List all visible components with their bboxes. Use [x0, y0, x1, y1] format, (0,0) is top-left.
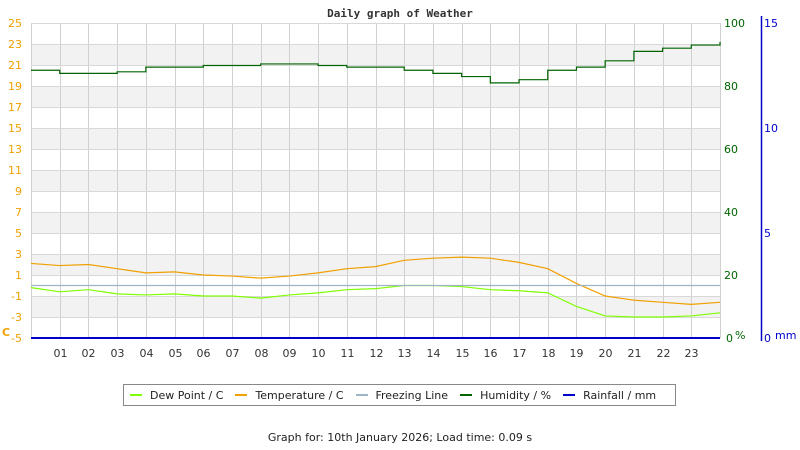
svg-text:13: 13: [398, 347, 412, 360]
right-axis-rainfall: 15 10 5 0: [760, 16, 778, 345]
chart-title: Daily graph of Weather: [327, 7, 473, 20]
svg-text:02: 02: [82, 347, 96, 360]
series-line: [31, 41, 721, 84]
svg-text:7: 7: [15, 206, 22, 219]
legend-label: Rainfall / mm: [583, 388, 657, 402]
legend-label: Temperature / C: [255, 388, 344, 402]
legend-item-temperature: Temperature / C: [235, 388, 344, 402]
svg-text:0: 0: [726, 332, 733, 345]
svg-text:20: 20: [599, 347, 613, 360]
plot-background-bands: [31, 23, 720, 338]
svg-text:10: 10: [312, 347, 326, 360]
svg-text:16: 16: [484, 347, 498, 360]
legend-item-humidity: Humidity / %: [460, 389, 551, 402]
right-axis-unit-label: %: [735, 329, 745, 342]
svg-text:17: 17: [513, 347, 527, 360]
right-axis-humidity: 100 80 60 40 20 0: [724, 17, 745, 345]
svg-text:15: 15: [456, 347, 470, 360]
svg-text:21: 21: [628, 347, 642, 360]
svg-text:11: 11: [341, 347, 355, 360]
svg-text:-5: -5: [11, 332, 22, 345]
svg-text:40: 40: [724, 206, 738, 219]
graph-footer: Graph for: 10th January 2026; Load time:…: [267, 431, 533, 444]
x-axis-hours: 01 02 03 04 05 06 07 08 09 10 11 12 13 14 15 16 17 18 19 20…: [54, 347, 699, 360]
legend-label: Humidity / %: [480, 388, 552, 402]
svg-text:17: 17: [8, 101, 22, 114]
svg-text:23: 23: [8, 38, 22, 51]
legend-item-freezing-line: Freezing Line: [355, 388, 449, 402]
weather-chart: Daily graph of Weather 25232119171513119…: [2, 7, 796, 360]
svg-text:5: 5: [764, 227, 771, 240]
svg-text:06: 06: [197, 347, 211, 360]
svg-text:11: 11: [8, 164, 22, 177]
svg-text:20: 20: [724, 269, 738, 282]
series-line: [30, 284, 721, 318]
svg-text:23: 23: [685, 347, 699, 360]
svg-text:09: 09: [283, 347, 297, 360]
legend-item-rainfall: Rainfall / mm: [563, 389, 656, 402]
svg-text:13: 13: [8, 143, 22, 156]
svg-text:60: 60: [724, 143, 738, 156]
horizontal-grid: [31, 23, 720, 339]
left-axis-temperature: 25 23 21 19 17 15 13 11 9 7 5 3 1 -1 -3 -5: [8, 17, 22, 345]
svg-text:25: 25: [8, 17, 22, 30]
svg-text:19: 19: [570, 347, 584, 360]
svg-text:08: 08: [255, 347, 269, 360]
data-series: [30, 41, 721, 339]
right2-axis-unit-label: mm: [775, 329, 796, 342]
chart-legend: Dew Point / C Temperature / C Freezing L…: [123, 384, 676, 406]
svg-text:-3: -3: [11, 311, 22, 324]
rainfall-swatch-icon: [563, 394, 576, 396]
svg-text:21: 21: [8, 59, 22, 72]
svg-text:15: 15: [764, 17, 778, 30]
freezing-line-swatch-icon: [355, 394, 368, 396]
left-axis-unit-label: C: [2, 326, 10, 339]
svg-text:01: 01: [54, 347, 68, 360]
svg-text:07: 07: [226, 347, 240, 360]
svg-text:0: 0: [764, 332, 771, 345]
svg-text:-1: -1: [11, 290, 22, 303]
svg-text:10: 10: [764, 122, 778, 135]
legend-label: Freezing Line: [375, 388, 449, 402]
series-line: [30, 256, 721, 306]
svg-text:3: 3: [15, 248, 22, 261]
svg-text:03: 03: [111, 347, 125, 360]
svg-text:18: 18: [542, 347, 556, 360]
humidity-swatch-icon: [460, 394, 473, 396]
svg-text:80: 80: [724, 80, 738, 93]
legend-label: Dew Point / C: [150, 388, 224, 402]
svg-text:9: 9: [15, 185, 22, 198]
legend-item-dew-point: Dew Point / C: [130, 389, 223, 402]
svg-text:19: 19: [8, 80, 22, 93]
svg-text:100: 100: [724, 17, 745, 30]
svg-text:12: 12: [370, 347, 384, 360]
svg-text:15: 15: [8, 122, 22, 135]
dew-point-swatch-icon: [130, 394, 142, 396]
svg-text:05: 05: [169, 347, 183, 360]
svg-text:5: 5: [15, 227, 22, 240]
svg-text:14: 14: [427, 347, 441, 360]
svg-text:1: 1: [15, 269, 22, 282]
temperature-swatch-icon: [235, 394, 248, 396]
svg-text:22: 22: [657, 347, 671, 360]
svg-text:04: 04: [140, 347, 154, 360]
